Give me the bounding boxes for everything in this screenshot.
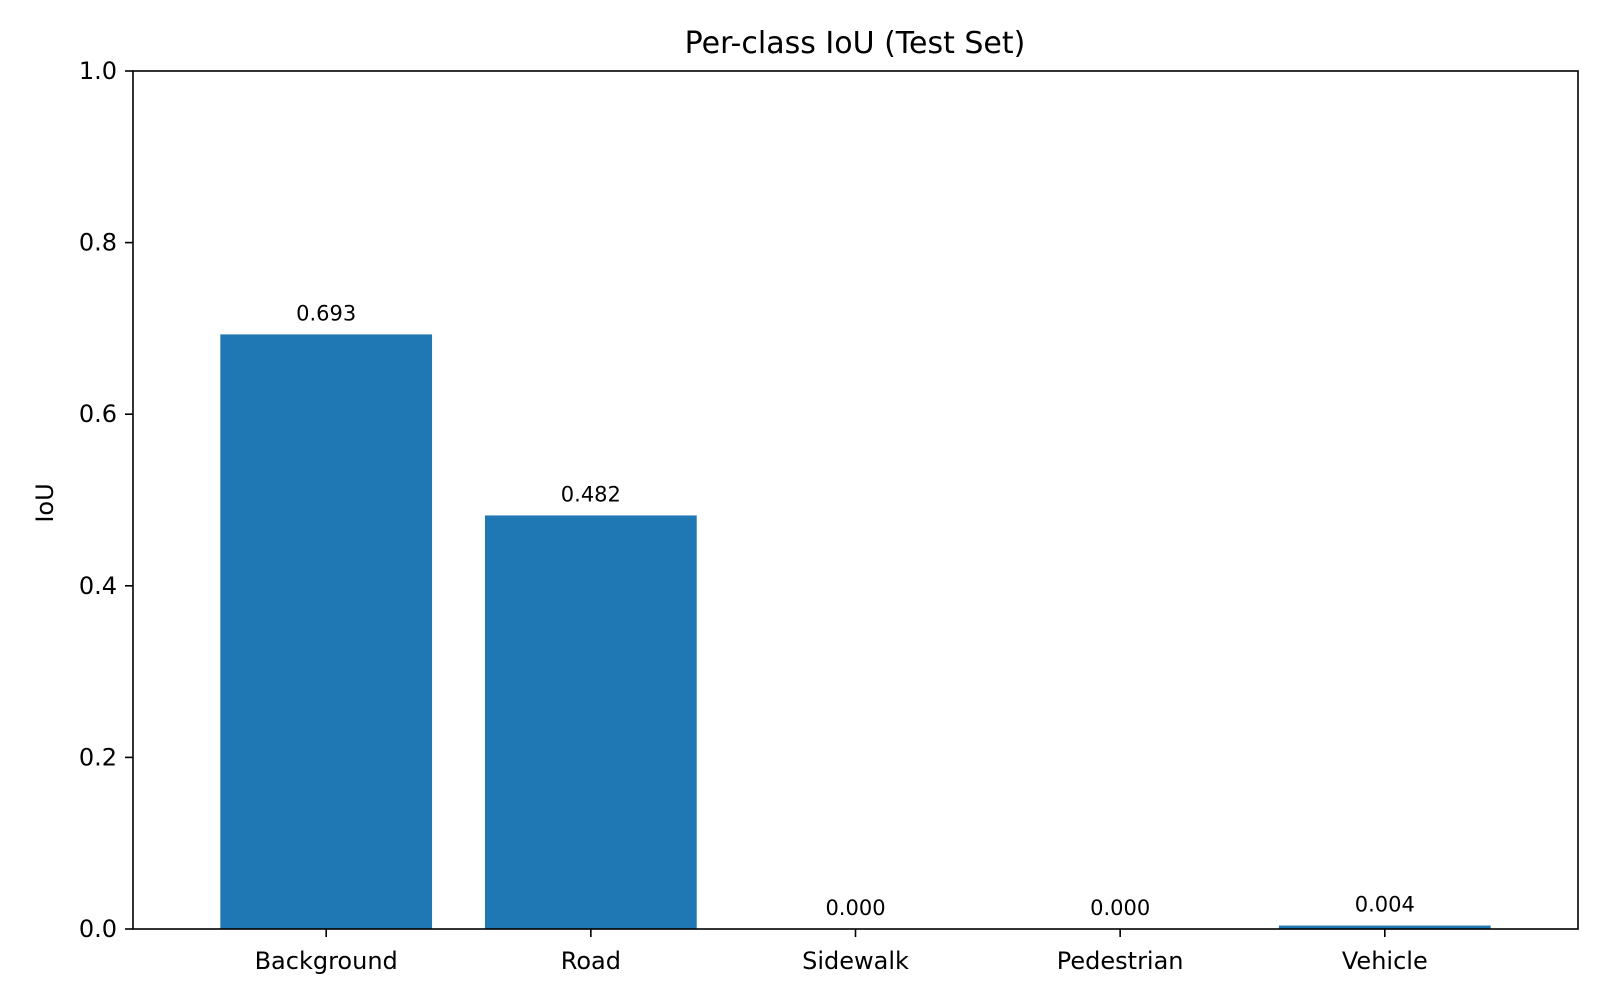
data-labels: 0.693 0.482 0.000 0.000 0.004 <box>296 301 1415 920</box>
y-tick-label: 1.0 <box>79 57 117 85</box>
y-tick-label: 0.4 <box>79 572 117 600</box>
bar-vehicle <box>1278 925 1491 929</box>
x-tick-label-sidewalk: Sidewalk <box>802 947 909 975</box>
y-axis-label: IoU <box>31 483 59 522</box>
data-label-vehicle: 0.004 <box>1355 893 1415 917</box>
chart-title: Per-class IoU (Test Set) <box>685 26 1026 61</box>
bar-background <box>220 334 433 929</box>
data-label-background: 0.693 <box>296 301 356 325</box>
x-tick-label-vehicle: Vehicle <box>1342 947 1428 975</box>
x-tick-label-background: Background <box>255 947 398 975</box>
y-tick-label: 0.2 <box>79 743 117 771</box>
y-tick-label: 0.6 <box>79 400 117 428</box>
x-axis-ticks: Background Road Sidewalk Pedestrian Vehicle <box>255 929 1428 975</box>
x-tick-label-pedestrian: Pedestrian <box>1057 947 1184 975</box>
y-tick-label: 0.0 <box>79 915 117 943</box>
bars <box>220 334 1491 929</box>
bar-road <box>484 515 697 929</box>
data-label-pedestrian: 0.000 <box>1090 896 1150 920</box>
data-label-sidewalk: 0.000 <box>825 896 885 920</box>
y-axis-ticks: 0.0 0.2 0.4 0.6 0.8 1.0 <box>79 57 133 943</box>
plot-frame <box>132 70 1579 930</box>
data-label-road: 0.482 <box>561 482 621 506</box>
y-tick-label: 0.8 <box>79 229 117 257</box>
x-tick-label-road: Road <box>561 947 621 975</box>
